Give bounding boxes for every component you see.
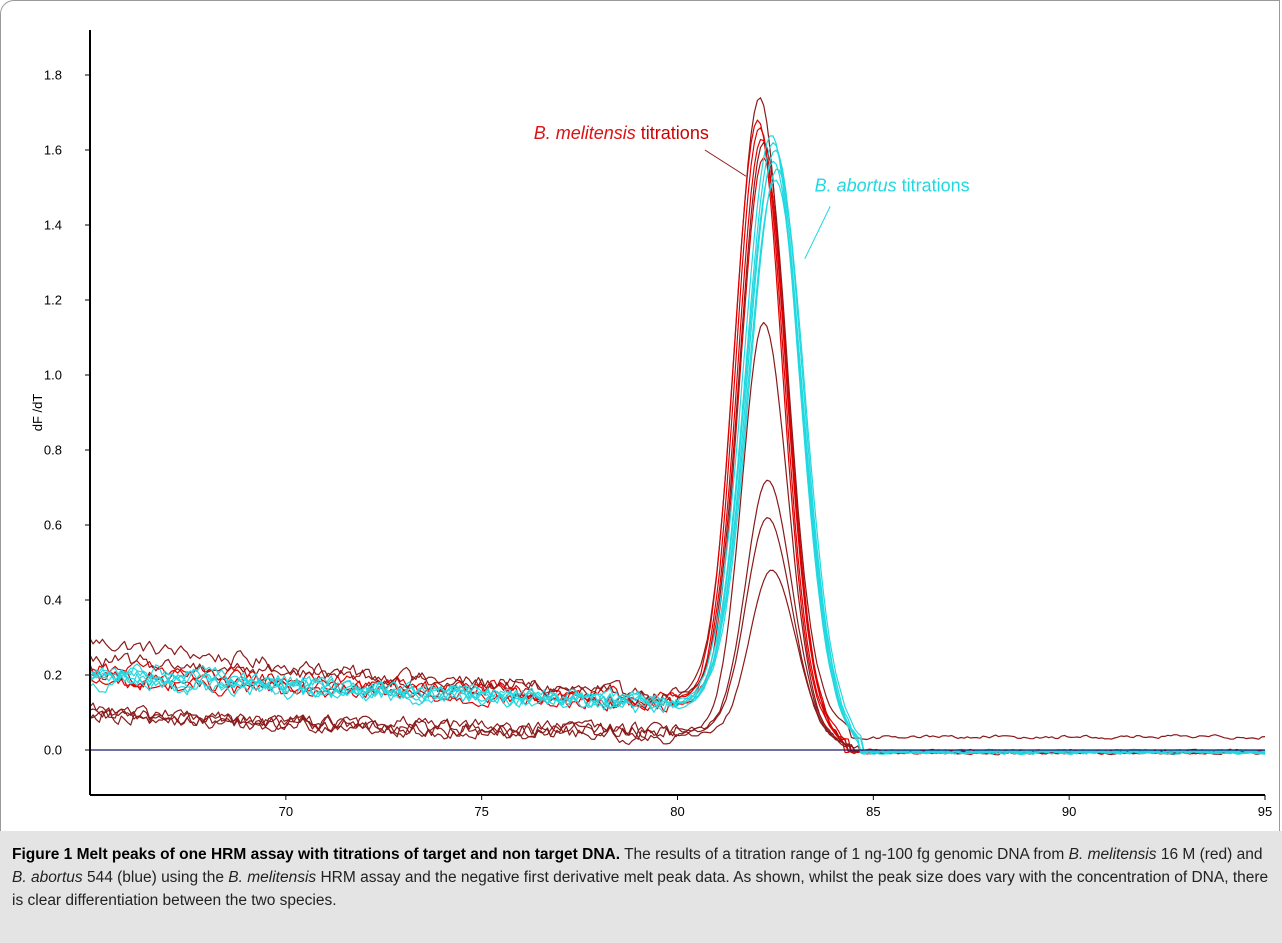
caption-label: Figure 1 <box>12 846 73 863</box>
series-line <box>89 119 1266 755</box>
y-tick-label: 1.8 <box>44 68 62 83</box>
y-tick-label: 0.2 <box>44 668 62 683</box>
x-tick-label: 80 <box>670 804 684 819</box>
series-line <box>89 179 1266 755</box>
y-tick-label: 1.6 <box>44 143 62 158</box>
series-layer <box>89 97 1266 756</box>
figure-caption: Figure 1 Melt peaks of one HRM assay wit… <box>0 831 1282 943</box>
series-line <box>89 168 1266 755</box>
x-tick-label: 95 <box>1258 804 1272 819</box>
caption-part: HRM assay and the negative first derivat… <box>12 869 1269 909</box>
series-line <box>89 156 1266 756</box>
series-line <box>89 141 1266 741</box>
caption-title: Melt peaks of one HRM assay with titrati… <box>76 846 621 863</box>
label-layer: 0.0 0.2 0.4 0.6 0.8 1.0 1.2 1.4 1.6 1.8 70 75 80 85 90… <box>30 68 1272 820</box>
annotation-suffix: titrations <box>897 175 970 195</box>
y-tick-label: 0.8 <box>44 443 62 458</box>
caption-part: 16 M (red) and <box>1156 846 1263 863</box>
series-line <box>89 97 1266 756</box>
leader-line-abortus <box>804 206 831 259</box>
y-tick-label: 1.2 <box>44 293 62 308</box>
y-tick-label: 0.6 <box>44 518 62 533</box>
annotation-suffix: titrations <box>636 123 709 143</box>
axis-layer <box>85 30 1266 800</box>
annotation-abortus: B. abortus titrations <box>815 175 970 195</box>
series-line <box>89 160 1266 756</box>
melt-peak-chart: 0.0 0.2 0.4 0.6 0.8 1.0 1.2 1.4 1.6 1.8 70 75 80 85 90… <box>30 30 1272 820</box>
annotation-species: B. melitensis <box>534 123 636 143</box>
y-tick-label: 1.0 <box>44 368 62 383</box>
caption-part: B. melitensis <box>228 869 317 886</box>
y-axis-title: dF /dT <box>30 394 45 432</box>
caption-body: The results of a titration range of 1 ng… <box>12 846 1268 909</box>
y-tick-label: 0.0 <box>44 743 62 758</box>
x-tick-label: 85 <box>866 804 880 819</box>
series-line <box>89 479 1266 755</box>
annotation-species: B. abortus <box>815 175 897 195</box>
series-line <box>89 127 1266 755</box>
x-tick-label: 75 <box>474 804 488 819</box>
y-tick-label: 1.4 <box>44 218 62 233</box>
caption-part: 544 (blue) using the <box>82 869 229 886</box>
caption-part: B. abortus <box>12 869 83 886</box>
series-line <box>89 516 1266 756</box>
y-tick-label: 0.4 <box>44 593 62 608</box>
series-line <box>89 149 1266 756</box>
annotation-melitensis: B. melitensis titrations <box>534 123 709 143</box>
caption-part: B. melitensis <box>1068 846 1157 863</box>
caption-part: The results of a titration range of 1 ng… <box>624 846 1069 863</box>
leader-line-melitensis <box>704 149 747 177</box>
x-tick-label: 70 <box>279 804 293 819</box>
x-tick-label: 90 <box>1062 804 1076 819</box>
